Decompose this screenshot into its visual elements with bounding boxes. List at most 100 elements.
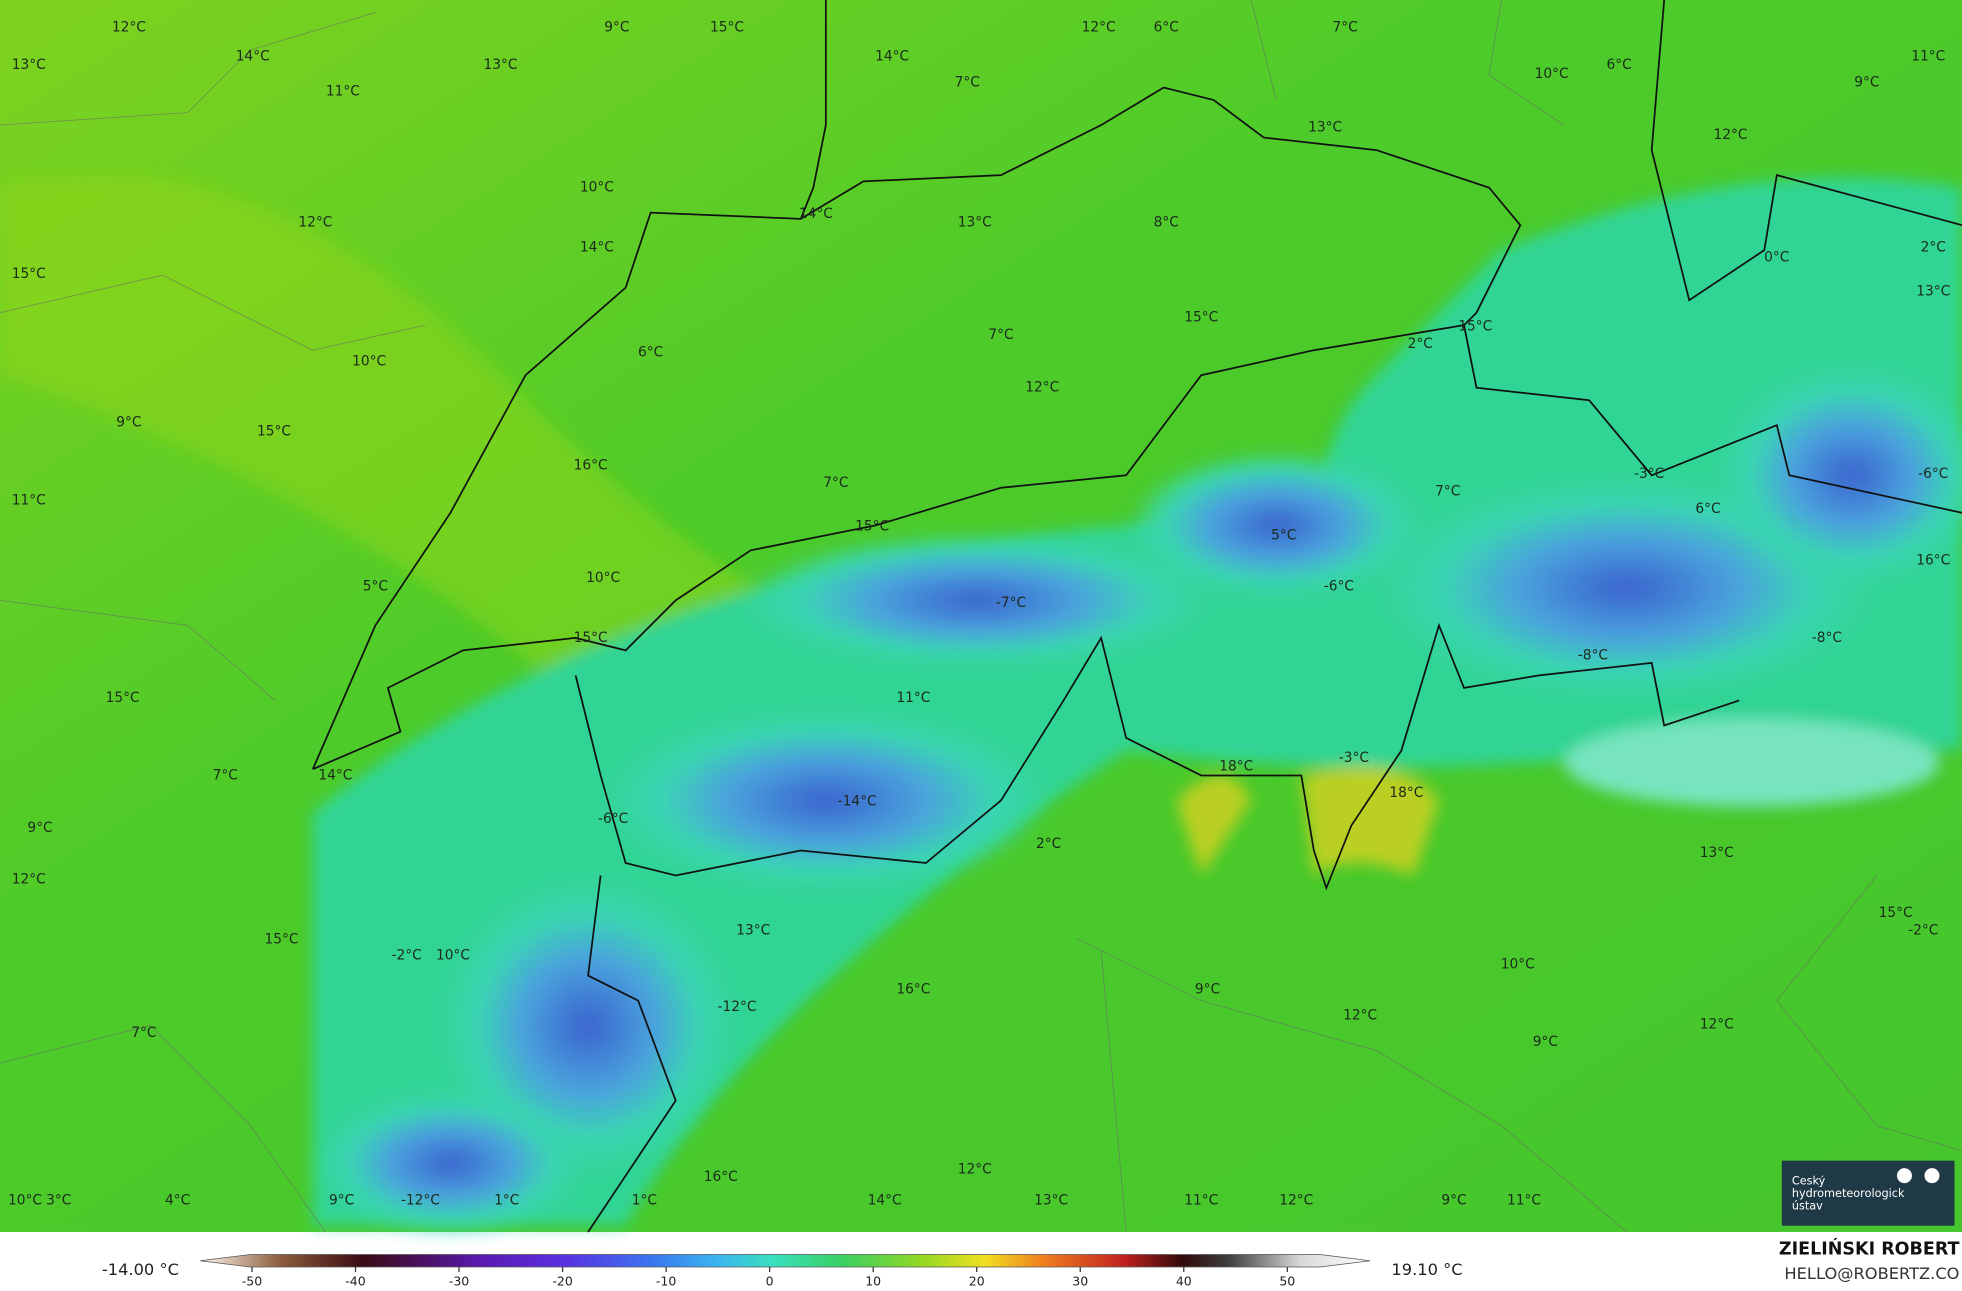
temp-label: -8°C — [1578, 647, 1608, 663]
temp-label: 5°C — [363, 579, 388, 595]
temp-label: 7°C — [1435, 484, 1460, 500]
temp-label: -14°C — [838, 794, 877, 810]
colorbar-tick-label: -10 — [656, 1273, 676, 1287]
temp-label: 8°C — [1154, 215, 1179, 231]
colorbar-tick-label: 30 — [1072, 1273, 1088, 1287]
temp-label: 1°C — [494, 1193, 519, 1209]
temp-label: -3°C — [1634, 466, 1664, 482]
colorbar: -14.00 °C 19.10 °C -50 -40 -30 -20 -10 0 10 20 3… — [102, 1254, 1463, 1288]
colorbar-tick-label: -40 — [345, 1273, 365, 1287]
temp-label: 10°C — [580, 180, 614, 196]
temp-label: 16°C — [574, 457, 608, 473]
colorbar-tick-label: 40 — [1176, 1273, 1192, 1287]
temp-label: 13°C — [1700, 845, 1734, 861]
temp-label: 6°C — [638, 345, 663, 361]
temp-label: 7°C — [988, 327, 1013, 343]
temp-label: 9°C — [1533, 1034, 1558, 1050]
temp-label: 10°C — [8, 1193, 42, 1209]
temp-label: 11°C — [896, 690, 930, 706]
temp-label: 13°C — [1034, 1193, 1068, 1209]
temperature-labels: 12°C 9°C 15°C 12°C 6°C 7°C 13°C 14°C 13°C 14°C 7°C… — [8, 20, 1950, 1209]
credit-email: HELLO@ROBERTZ.CO — [1784, 1264, 1959, 1283]
temp-label: -2°C — [392, 948, 422, 964]
min-label: -14.00 °C — [102, 1260, 179, 1279]
temp-label: 15°C — [855, 519, 889, 535]
temp-label: 14°C — [318, 767, 352, 783]
temp-label: 0°C — [1764, 250, 1789, 266]
temp-label: 10°C — [436, 948, 470, 964]
temp-label: 13°C — [12, 57, 46, 73]
temp-label: 14°C — [868, 1193, 902, 1209]
temp-label: 3°C — [46, 1193, 71, 1209]
temp-label: 16°C — [896, 981, 930, 997]
temp-label: -7°C — [996, 595, 1026, 611]
temp-label: 6°C — [1607, 57, 1632, 73]
temp-label: 12°C — [1700, 1016, 1734, 1032]
temp-label: 18°C — [1389, 785, 1423, 801]
temp-label: 12°C — [12, 871, 46, 887]
temp-label: 13°C — [1916, 283, 1950, 299]
temp-label: 14°C — [236, 48, 270, 64]
colorbar-tick-label: 0 — [766, 1273, 774, 1287]
temp-label: 9°C — [604, 20, 629, 36]
colorbar-tick-label: -20 — [552, 1273, 572, 1287]
temp-label: 15°C — [1184, 310, 1218, 326]
temp-label: 15°C — [106, 690, 140, 706]
colorbar-tick-label: 50 — [1279, 1273, 1295, 1287]
temp-label: 5°C — [1271, 527, 1296, 543]
temp-label: 10°C — [352, 353, 386, 369]
temp-label: 10°C — [586, 570, 620, 586]
colorbar-tick-label: -30 — [449, 1273, 469, 1287]
temp-label: 2°C — [1921, 240, 1946, 256]
temp-label: 9°C — [329, 1193, 354, 1209]
temp-label: 12°C — [1082, 20, 1116, 36]
temp-label: 11°C — [1911, 48, 1945, 64]
max-label: 19.10 °C — [1391, 1260, 1462, 1279]
temp-label: -12°C — [718, 999, 757, 1015]
temp-label: 14°C — [875, 48, 909, 64]
temp-label: 7°C — [955, 75, 980, 91]
temp-label: 15°C — [257, 424, 291, 440]
temp-label: 14°C — [799, 206, 833, 222]
temp-label: 6°C — [1154, 20, 1179, 36]
terrain — [0, 0, 1962, 1239]
colorbar-tick-label: -50 — [242, 1273, 262, 1287]
temp-label: 9°C — [1195, 981, 1220, 997]
temp-label: 6°C — [1695, 501, 1720, 517]
temp-label: 13°C — [736, 923, 770, 939]
temp-label: -3°C — [1339, 750, 1369, 766]
temp-label: 13°C — [958, 215, 992, 231]
temp-label: 9°C — [1441, 1193, 1466, 1209]
temp-label: 11°C — [1184, 1193, 1218, 1209]
temp-label: 9°C — [116, 415, 141, 431]
temp-label: 13°C — [484, 57, 518, 73]
temp-label: 12°C — [112, 20, 146, 36]
temp-label: 4°C — [165, 1193, 190, 1209]
colorbar-tick-label: 10 — [865, 1273, 881, 1287]
temp-label: 9°C — [27, 820, 52, 836]
temp-label: 15°C — [1458, 318, 1492, 334]
temp-label: 10°C — [1501, 956, 1535, 972]
temp-label: -6°C — [1324, 579, 1354, 595]
temp-label: 1°C — [632, 1193, 657, 1209]
temp-label: -12°C — [401, 1193, 440, 1209]
temp-label: 10°C — [1535, 66, 1569, 82]
temp-label: 16°C — [704, 1169, 738, 1185]
temp-label: 7°C — [213, 767, 238, 783]
temp-label: 12°C — [1714, 127, 1748, 143]
colorbar-tick-label: 20 — [969, 1273, 985, 1287]
temp-label: 12°C — [958, 1161, 992, 1177]
temp-label: 14°C — [580, 240, 614, 256]
temp-label: -2°C — [1908, 923, 1938, 939]
temp-label: 7°C — [131, 1025, 156, 1041]
temp-label: 11°C — [1507, 1193, 1541, 1209]
temp-label: -6°C — [598, 811, 628, 827]
temp-label: 18°C — [1219, 759, 1253, 775]
temp-label: 2°C — [1036, 836, 1061, 852]
temp-label: 13°C — [1308, 120, 1342, 136]
temp-label: -8°C — [1812, 630, 1842, 646]
temp-label: 16°C — [1916, 552, 1950, 568]
temp-label: 12°C — [1025, 380, 1059, 396]
